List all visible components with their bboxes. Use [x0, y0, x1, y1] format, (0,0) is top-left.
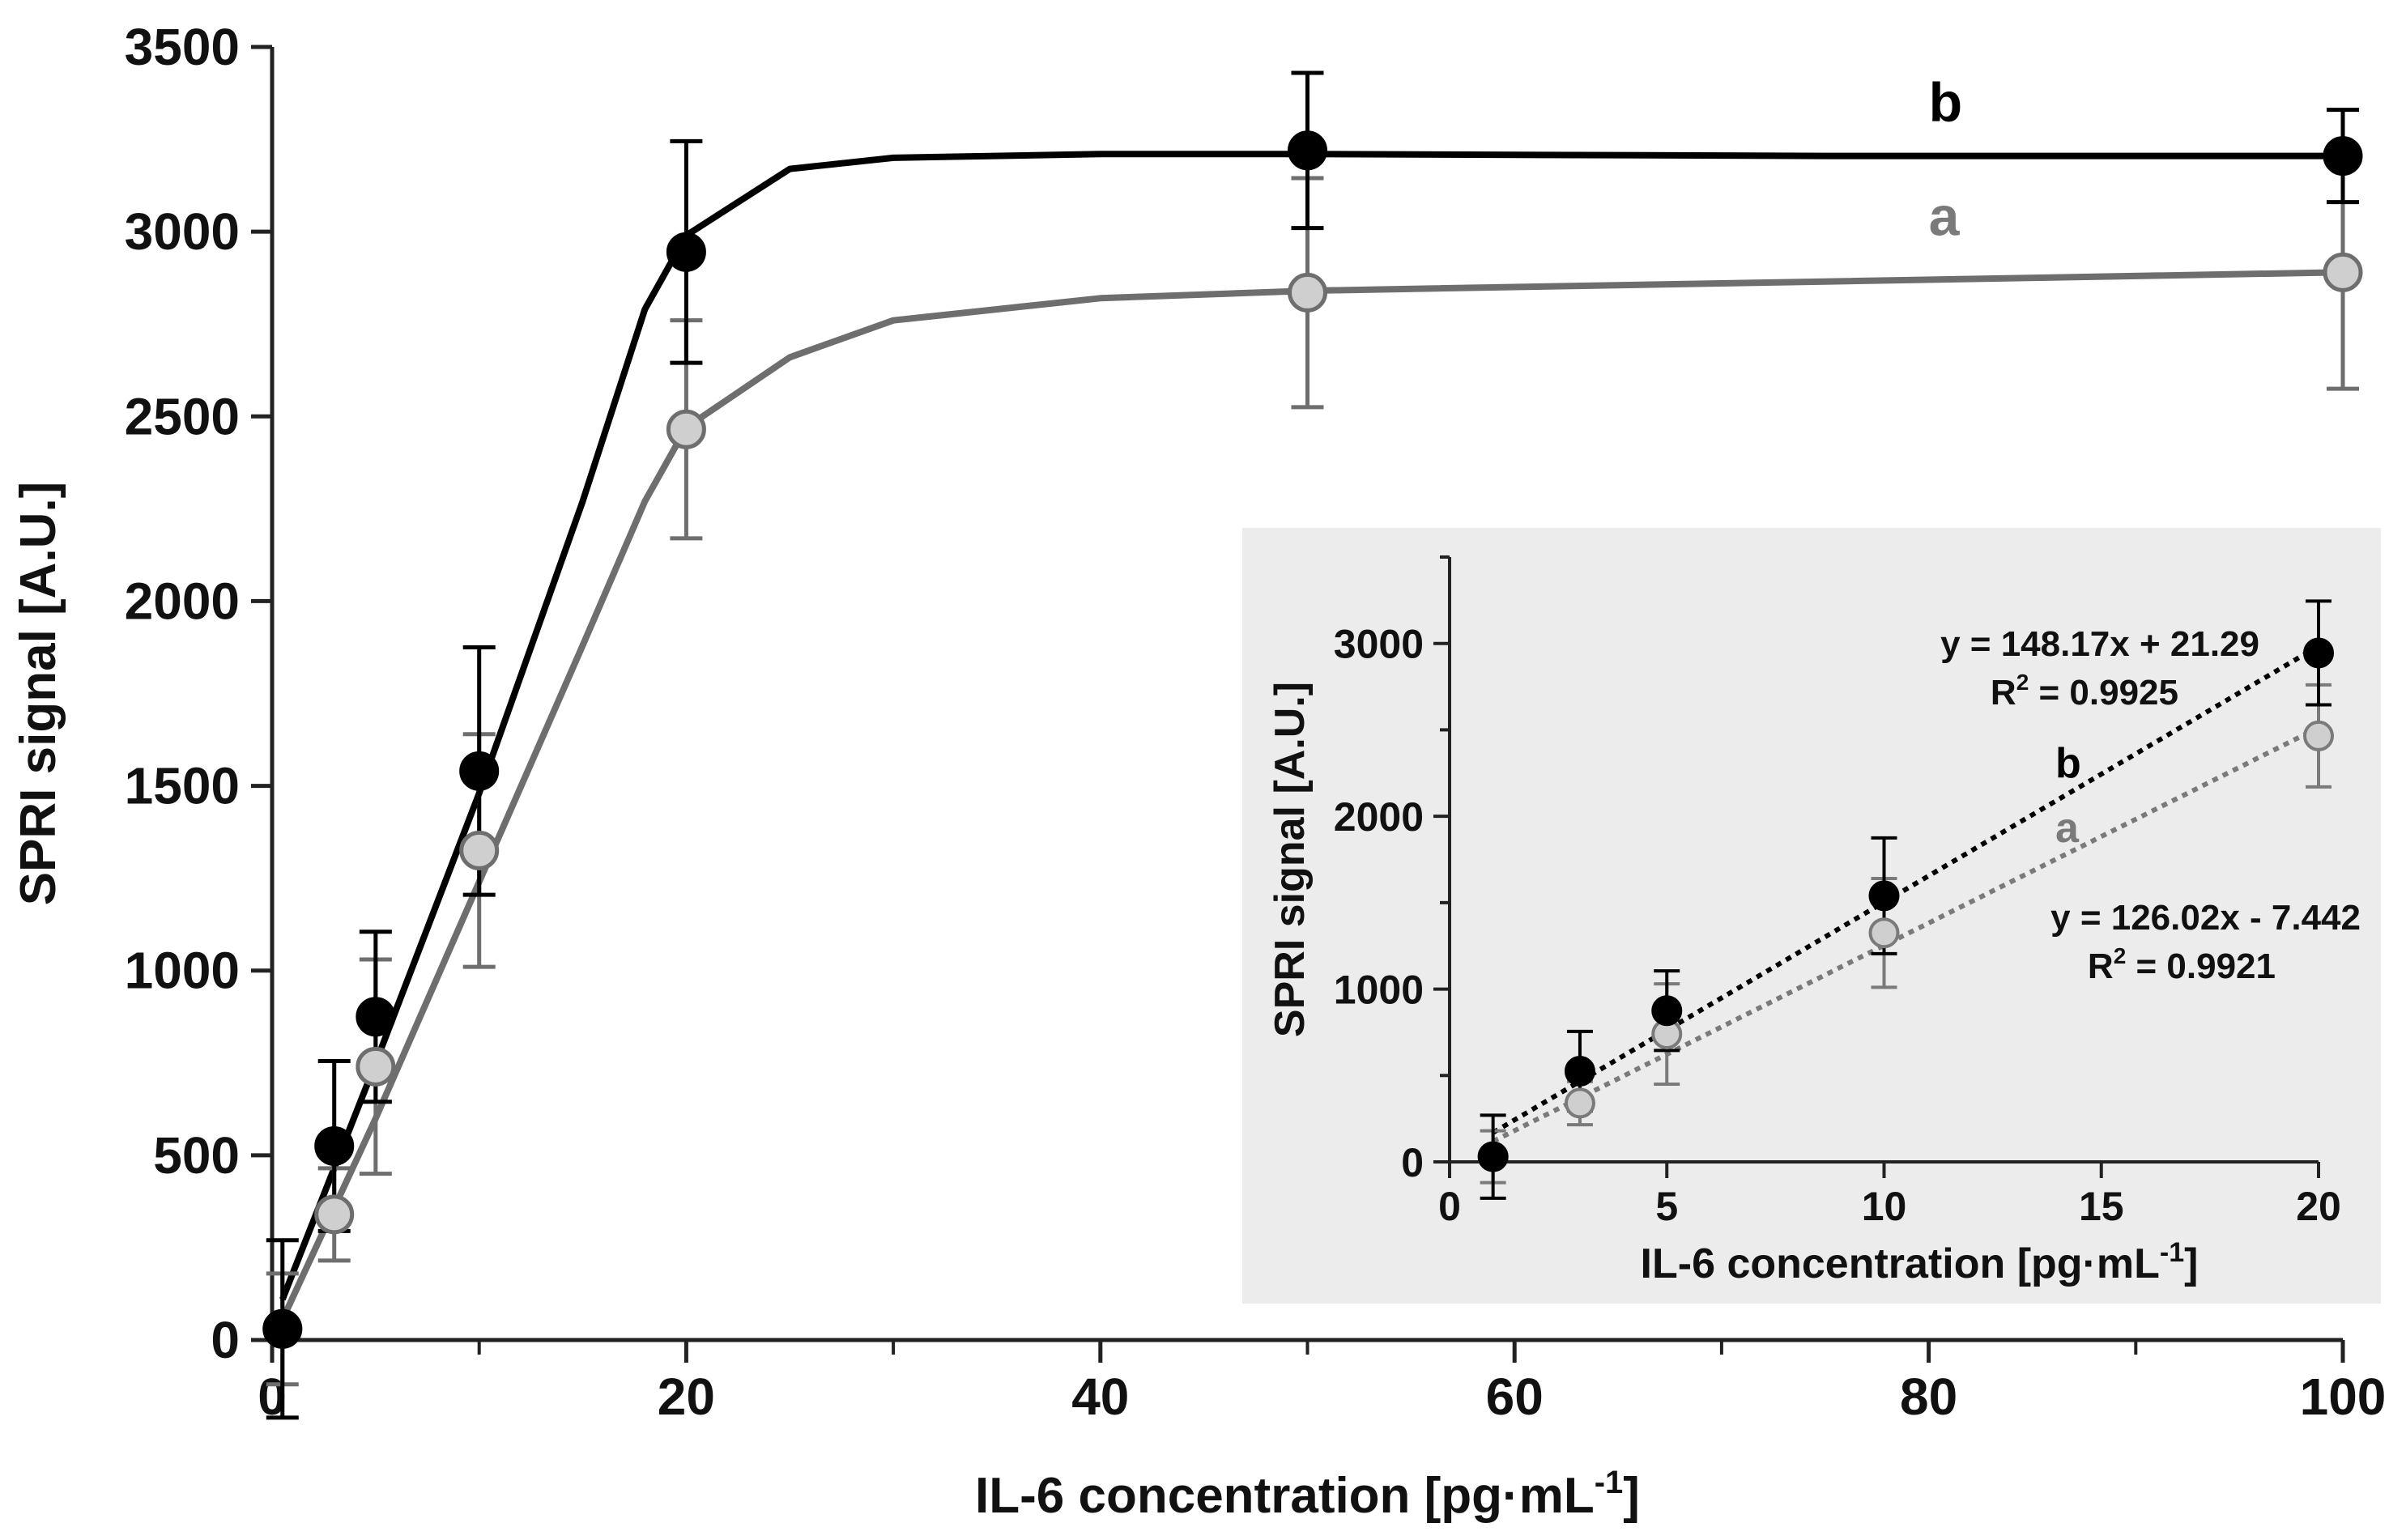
inset-series — [1477, 599, 2334, 1200]
data-point-a — [314, 1194, 355, 1235]
data-point-b — [1288, 130, 1327, 171]
main-x-tick-label: 60 — [1486, 1368, 1544, 1426]
equation-b: y = 148.17x + 21.29 — [1940, 624, 2259, 664]
main-y-tick-label: 500 — [153, 1126, 240, 1185]
fit-curve-b — [279, 151, 2343, 1301]
inset-x-tick-label: 15 — [2079, 1184, 2124, 1229]
main-x-tick-label: 80 — [1900, 1368, 1957, 1426]
main-series — [262, 70, 2363, 1420]
main-x-tick-label: 40 — [1071, 1368, 1129, 1426]
inset-y-tick-label: 0 — [1401, 1140, 1424, 1185]
main-y-tick-label: 1500 — [125, 757, 240, 815]
data-point-a — [666, 409, 706, 449]
trend-line-b — [1492, 644, 2320, 1135]
inset-y-tick-label: 2000 — [1334, 794, 1424, 840]
inset-data-point-b — [1651, 995, 1683, 1027]
inset-data-point-b — [1564, 1055, 1595, 1087]
inset-series-label-a: a — [2055, 805, 2080, 852]
inset-y-tick-label: 3000 — [1334, 622, 1424, 667]
main-y-tick-label: 3000 — [125, 202, 240, 261]
inset-x-tick-label: 10 — [1862, 1184, 1907, 1229]
inset-y-axis-title: SPRI signal [A.U.] — [1267, 682, 1314, 1037]
equation-a: y = 126.02x - 7.442 — [2050, 898, 2361, 938]
data-point-b — [262, 1308, 303, 1349]
inset-data-point-a — [1564, 1087, 1595, 1119]
inset-y-tick-label: 1000 — [1334, 968, 1424, 1013]
inset-x-axis-title: IL-6 concentration [pg·mL-1] — [1641, 1237, 2199, 1287]
inset-x-tick-label: 0 — [1438, 1184, 1461, 1229]
series-label-a: a — [1929, 186, 1961, 248]
main-y-tick-label: 1000 — [125, 942, 240, 1000]
data-point-a — [2323, 252, 2363, 292]
data-point-b — [356, 997, 396, 1037]
data-point-a — [1288, 272, 1327, 313]
main-y-tick-label: 3500 — [125, 18, 240, 76]
r-squared-b: R2 = 0.9925 — [1991, 670, 2178, 713]
inset-ticks: 0 1000 2000 3000 0 5 10 15 20 — [1334, 555, 2341, 1229]
series-label-b: b — [1929, 71, 1963, 133]
fit-curve-a — [279, 269, 2344, 1321]
inset-chart: 0 1000 2000 3000 0 5 10 15 20 IL-6 concentration… — [1242, 528, 2381, 1304]
data-point-b — [314, 1125, 355, 1166]
main-y-tick-label: 2000 — [125, 572, 240, 630]
main-x-tick-label: 100 — [2300, 1368, 2387, 1426]
main-y-tick-label: 0 — [211, 1311, 240, 1369]
inset-x-tick-label: 20 — [2296, 1184, 2341, 1229]
inset-data-point-b — [1477, 1141, 1509, 1172]
inset-x-tick-label: 5 — [1655, 1184, 1678, 1229]
inset-data-point-a — [2303, 720, 2334, 751]
data-point-b — [459, 751, 500, 791]
main-y-tick-label: 2500 — [125, 387, 240, 445]
data-point-b — [666, 232, 706, 272]
r-squared-a: R2 = 0.9921 — [2088, 943, 2276, 986]
data-point-a — [356, 1046, 396, 1087]
inset-series-label-b: b — [2055, 740, 2081, 787]
main-x-tick-label: 20 — [658, 1368, 715, 1426]
inset-data-point-a — [1868, 917, 1900, 949]
main-y-axis-title: SPRI signal [A.U.] — [11, 482, 66, 906]
data-point-b — [2323, 136, 2363, 177]
main-x-axis-title: IL-6 concentration [pg·mL-1] — [975, 1465, 1640, 1524]
inset-data-point-b — [2303, 637, 2334, 669]
inset-background — [1242, 528, 2381, 1304]
data-point-a — [459, 830, 500, 870]
inset-data-point-b — [1868, 880, 1900, 912]
